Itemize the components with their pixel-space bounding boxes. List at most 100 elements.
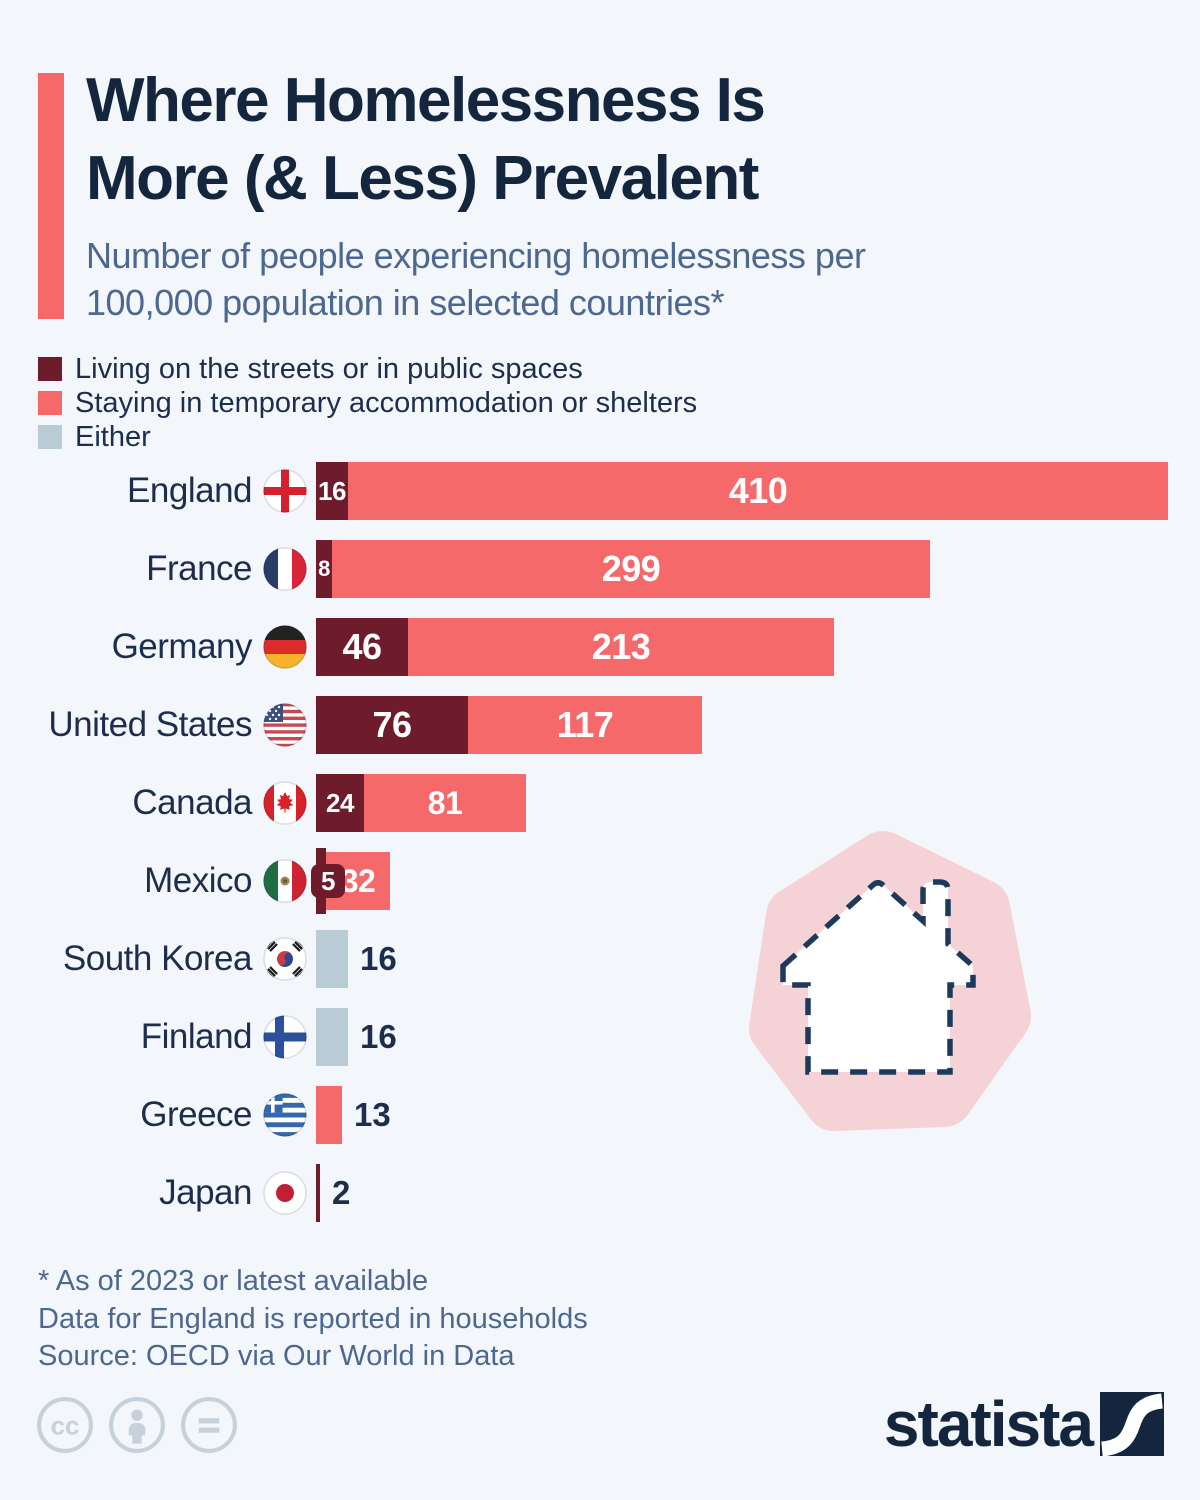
- bar-value-outside-south-korea: 16: [360, 940, 397, 977]
- bar-segment-shelters-england: 410: [348, 462, 1168, 520]
- bar-value: 16: [318, 475, 346, 506]
- greece-flag-icon: [263, 1093, 307, 1137]
- bar-value-outside-greece: 13: [354, 1096, 391, 1133]
- value-badge-mexico: 5: [311, 864, 345, 898]
- legend-label-either: Either: [75, 420, 151, 453]
- attribution-icon[interactable]: [108, 1396, 166, 1454]
- legend-item-streets: Living on the streets or in public space…: [38, 352, 697, 386]
- bar-value: 410: [728, 470, 788, 511]
- bar-value: 81: [427, 784, 463, 821]
- bar-value: 24: [326, 787, 354, 818]
- cc-icon[interactable]: cc: [36, 1396, 94, 1454]
- bar-group-japan: 2: [316, 1164, 350, 1222]
- chart-row-south-korea: South Korea 16: [0, 930, 1200, 988]
- canada-flag-icon: [263, 781, 307, 825]
- source-line: Source: OECD via Our World in Data: [38, 1340, 515, 1372]
- southkorea-flag-icon: [263, 937, 307, 981]
- bar-segment-streets-mexico: 5: [311, 848, 345, 914]
- bar-value: 32: [340, 862, 376, 899]
- legend: Living on the streets or in public space…: [38, 352, 697, 454]
- title-line-2: More (& Less) Prevalent: [86, 144, 759, 213]
- statista-logo-mark: [1100, 1392, 1164, 1456]
- bar-value: 46: [342, 626, 382, 667]
- bar-value: 8: [318, 556, 330, 581]
- bar-group-united-states: 76 117: [316, 696, 702, 754]
- bar-group-canada: 24 81: [316, 774, 526, 832]
- page-title: Where Homelessness Is More (& Less) Prev…: [86, 62, 766, 218]
- chart-row-canada: Canada 24 81: [0, 774, 1200, 832]
- bar-segment-either-finland: [316, 1008, 348, 1066]
- bar-segment-shelters-germany: 213: [408, 618, 834, 676]
- country-label-canada: Canada: [132, 783, 252, 822]
- country-label-germany: Germany: [111, 627, 253, 666]
- japan-flag-icon: [263, 1171, 307, 1215]
- bar-group-mexico: 5 32: [311, 848, 390, 914]
- bar-segment-streets-japan: [316, 1164, 320, 1222]
- statista-wordmark: statista: [883, 1388, 1094, 1460]
- country-label-japan: Japan: [159, 1173, 252, 1212]
- bar-segment-shelters-france: 299: [332, 540, 930, 598]
- bar-segment-either-south-korea: [316, 930, 348, 988]
- house-illustration: [738, 824, 1040, 1136]
- bar-segment-streets-germany: 46: [316, 618, 408, 676]
- bar-value: 76: [372, 704, 412, 745]
- legend-item-either: Either: [38, 420, 697, 454]
- bar-segment-streets-france: 8: [316, 540, 332, 598]
- bar-value: 5: [321, 865, 335, 896]
- bar-chart: England 16 410 France 8 299 Germany 46 213 United…: [0, 462, 1200, 1242]
- bar-value: 117: [556, 704, 614, 745]
- chart-row-france: France 8 299: [0, 540, 1200, 598]
- bar-segment-shelters-greece: [316, 1086, 342, 1144]
- country-label-mexico: Mexico: [144, 861, 252, 900]
- chart-row-england: England 16 410: [0, 462, 1200, 520]
- bar-group-greece: 13: [316, 1086, 391, 1144]
- cc-license[interactable]: cc: [36, 1396, 238, 1454]
- dashed-house: [780, 879, 976, 1075]
- legend-item-shelters: Staying in temporary accommodation or sh…: [38, 386, 697, 420]
- country-label-england: England: [127, 471, 252, 510]
- country-label-greece: Greece: [140, 1095, 252, 1134]
- mexico-flag-icon: [263, 859, 307, 903]
- country-label-france: France: [146, 549, 252, 588]
- bar-segment-streets-united-states: 76: [316, 696, 468, 754]
- footnote-england: Data for England is reported in househol…: [38, 1303, 588, 1335]
- chart-row-united-states: United States 76 117: [0, 696, 1200, 754]
- legend-swatch-shelters: [38, 391, 62, 415]
- bar-group-finland: 16: [316, 1008, 397, 1066]
- equals-icon[interactable]: [180, 1396, 238, 1454]
- chart-row-greece: Greece 13: [0, 1086, 1200, 1144]
- country-label-finland: Finland: [140, 1017, 253, 1056]
- statista-logo[interactable]: statista: [884, 1392, 1164, 1456]
- svg-text:cc: cc: [51, 1412, 80, 1440]
- legend-label-shelters: Staying in temporary accommodation or sh…: [75, 386, 698, 419]
- bar-segment-shelters-canada: 81: [364, 774, 526, 832]
- bar-value-outside-finland: 16: [360, 1018, 397, 1055]
- footnotes: * As of 2023 or latest available Data fo…: [38, 1262, 588, 1338]
- bar-value: 213: [591, 626, 651, 667]
- bar-segment-streets-england: 16: [316, 462, 348, 520]
- title-line-1: Where Homelessness Is: [86, 66, 766, 135]
- house-illustration-svg: [749, 831, 1031, 1131]
- page-subtitle: Number of people experiencing homelessne…: [86, 235, 866, 323]
- chart-row-japan: Japan 2: [0, 1164, 1200, 1222]
- chart-row-finland: Finland 16: [0, 1008, 1200, 1066]
- chart-row-germany: Germany 46 213: [0, 618, 1200, 676]
- country-label-south-korea: South Korea: [62, 939, 253, 978]
- country-label-united-states: United States: [48, 705, 252, 744]
- bar-group-germany: 46 213: [316, 618, 834, 676]
- bar-segment-shelters-united-states: 117: [468, 696, 702, 754]
- bar-group-england: 16 410: [316, 462, 1168, 520]
- legend-swatch-streets: [38, 357, 62, 381]
- bar-group-south-korea: 16: [316, 930, 397, 988]
- title-accent-bar: [38, 73, 64, 319]
- england-flag-icon: [263, 469, 307, 513]
- bar-value-outside-japan: 2: [332, 1174, 351, 1211]
- france-flag-icon: [263, 547, 307, 591]
- chart-row-mexico: Mexico 5 32: [0, 848, 1200, 914]
- bar-segment-streets-canada: 24: [316, 774, 364, 832]
- us-flag-icon: [263, 703, 307, 747]
- bar-value: 299: [601, 548, 661, 589]
- bar-group-france: 8 299: [316, 540, 930, 598]
- germany-flag-icon: [263, 625, 307, 669]
